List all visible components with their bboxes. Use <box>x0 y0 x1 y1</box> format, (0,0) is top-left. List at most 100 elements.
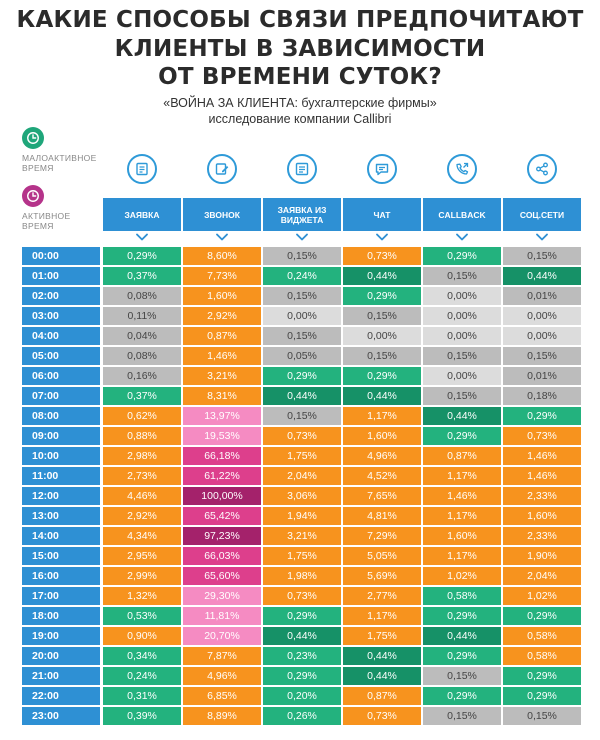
table-cell: 0,15% <box>263 287 341 305</box>
table-cell: 100,00% <box>183 487 261 505</box>
table-cell: 0,29% <box>263 367 341 385</box>
table-cell: 0,15% <box>423 347 501 365</box>
row-time-label: 06:00 <box>22 367 100 385</box>
table-cell: 0,15% <box>423 707 501 725</box>
legend-active-label-line-1: АКТИВНОЕ <box>22 211 71 221</box>
table-cell: 7,65% <box>343 487 421 505</box>
table-cell: 3,21% <box>183 367 261 385</box>
row-time-label: 03:00 <box>22 307 100 325</box>
legend-active: АКТИВНОЕ ВРЕМЯ <box>22 185 102 231</box>
table-cell: 7,73% <box>183 267 261 285</box>
table-cell: 0,29% <box>263 667 341 685</box>
row-time-label: 10:00 <box>22 447 100 465</box>
row-time-label: 22:00 <box>22 687 100 705</box>
table-cell: 5,69% <box>343 567 421 585</box>
table-cell: 1,02% <box>423 567 501 585</box>
table-cell: 0,00% <box>423 367 501 385</box>
chevron-down-icon <box>263 233 341 241</box>
table-cell: 2,92% <box>183 307 261 325</box>
table-cell: 0,15% <box>263 247 341 265</box>
phone-edit-icon <box>183 154 261 184</box>
table-cell: 0,00% <box>263 307 341 325</box>
row-time-label: 23:00 <box>22 707 100 725</box>
table-cell: 0,44% <box>423 407 501 425</box>
subtitle-line-2: исследование компании Callibri <box>208 112 392 126</box>
table-cell: 0,44% <box>343 387 421 405</box>
table-cell: 1,17% <box>423 547 501 565</box>
table-cell: 2,92% <box>103 507 181 525</box>
table-cell: 0,18% <box>503 387 581 405</box>
table-cell: 0,11% <box>103 307 181 325</box>
table-cell: 0,00% <box>343 327 421 345</box>
row-time-label: 17:00 <box>22 587 100 605</box>
table-cell: 1,32% <box>103 587 181 605</box>
title-line-2: КЛИЕНТЫ В ЗАВИСИМОСТИ <box>114 35 486 62</box>
table-cell: 1,60% <box>343 427 421 445</box>
table-cell: 66,18% <box>183 447 261 465</box>
table-cell: 0,01% <box>503 367 581 385</box>
table-cell: 0,31% <box>103 687 181 705</box>
table-cell: 0,29% <box>343 367 421 385</box>
title-line-3: ОТ ВРЕМЕНИ СУТОК? <box>158 64 442 90</box>
table-cell: 0,58% <box>423 587 501 605</box>
table-cell: 0,44% <box>263 627 341 645</box>
row-time-label: 19:00 <box>22 627 100 645</box>
table-cell: 0,26% <box>263 707 341 725</box>
table-cell: 1,75% <box>263 547 341 565</box>
chat-bubble-icon <box>343 154 421 184</box>
table-cell: 0,44% <box>423 627 501 645</box>
table-cell: 0,44% <box>343 647 421 665</box>
form-icon <box>103 154 181 184</box>
clock-icon <box>22 185 44 207</box>
table-cell: 0,87% <box>343 687 421 705</box>
table-cell: 20,70% <box>183 627 261 645</box>
table-cell: 1,98% <box>263 567 341 585</box>
table-cell: 0,00% <box>423 307 501 325</box>
row-time-label: 13:00 <box>22 507 100 525</box>
table-cell: 61,22% <box>183 467 261 485</box>
table-cell: 0,58% <box>503 647 581 665</box>
chevron-down-icon <box>103 233 181 241</box>
legend-low-label-line-2: ВРЕМЯ <box>22 163 54 173</box>
chevron-down-icon <box>423 233 501 241</box>
table-cell: 2,77% <box>343 587 421 605</box>
table-cell: 6,85% <box>183 687 261 705</box>
table-cell: 2,95% <box>103 547 181 565</box>
chevron-down-icon <box>503 233 581 241</box>
table-cell: 0,88% <box>103 427 181 445</box>
title-line-1: КАКИЕ СПОСОБЫ СВЯЗИ ПРЕДПОЧИТАЮТ <box>16 7 584 33</box>
table-cell: 0,24% <box>263 267 341 285</box>
table-cell: 2,33% <box>503 487 581 505</box>
table-cell: 4,52% <box>343 467 421 485</box>
table-cell: 1,75% <box>343 627 421 645</box>
column-header-widget: ЗАЯВКА ИЗ ВИДЖЕТА <box>263 198 341 231</box>
table-cell: 1,17% <box>423 507 501 525</box>
table-cell: 0,87% <box>183 327 261 345</box>
table-cell: 0,87% <box>423 447 501 465</box>
table-cell: 0,24% <box>103 667 181 685</box>
row-time-label: 11:00 <box>22 467 100 485</box>
table-cell: 13,97% <box>183 407 261 425</box>
table-cell: 0,01% <box>503 287 581 305</box>
table-cell: 0,29% <box>423 247 501 265</box>
callback-phone-icon <box>423 154 501 184</box>
table-cell: 0,15% <box>423 667 501 685</box>
table-cell: 0,29% <box>423 427 501 445</box>
table-cell: 0,90% <box>103 627 181 645</box>
legend-active-label-line-2: ВРЕМЯ <box>22 221 54 231</box>
row-time-label: 14:00 <box>22 527 100 545</box>
table-cell: 7,87% <box>183 647 261 665</box>
table-cell: 29,30% <box>183 587 261 605</box>
table-cell: 0,29% <box>423 687 501 705</box>
table-cell: 2,04% <box>263 467 341 485</box>
row-time-label: 00:00 <box>22 247 100 265</box>
table-cell: 0,00% <box>423 287 501 305</box>
table-cell: 0,20% <box>263 687 341 705</box>
table-cell: 0,29% <box>263 607 341 625</box>
table-cell: 1,60% <box>503 507 581 525</box>
table-cell: 97,23% <box>183 527 261 545</box>
table-cell: 0,73% <box>503 427 581 445</box>
table-cell: 4,81% <box>343 507 421 525</box>
table-cell: 2,04% <box>503 567 581 585</box>
table-cell: 1,94% <box>263 507 341 525</box>
